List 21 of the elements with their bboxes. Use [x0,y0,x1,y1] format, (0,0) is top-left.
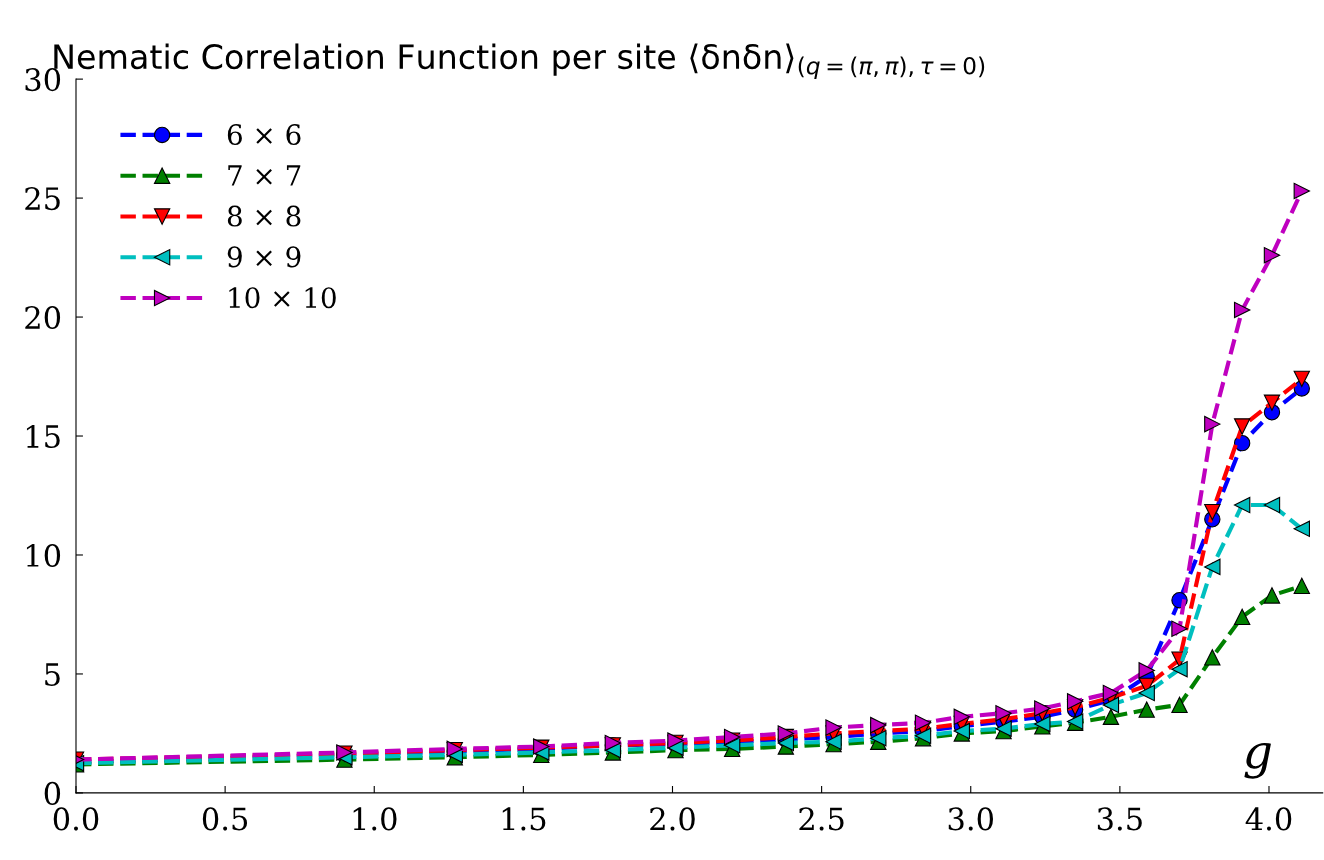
x-axis-title: g [1244,742,1271,779]
y-tick-label: 20 [25,305,61,330]
x-tick-label: 3.5 [1097,807,1142,831]
x-tick-label: 0.0 [53,807,99,831]
legend-label: 9 × 9 [227,246,301,268]
x-tick-label: 2.5 [799,807,844,831]
x-tick-label: 2.0 [650,807,695,831]
x-tick-label: 0.5 [202,807,248,831]
y-tick-label: 0 [44,781,61,805]
x-tick-label: 4.0 [1245,807,1292,831]
x-tick-label: 1.0 [353,807,397,831]
legend-label: 6 × 6 [227,124,301,146]
x-tick-label: 1.5 [502,807,546,831]
legend-label: 7 × 7 [228,165,301,186]
y-tick-label: 10 [26,543,61,568]
x-tick-label: 3.0 [948,807,994,831]
legend-label: 10 × 10 [229,287,336,309]
y-tick-label: 25 [25,187,60,211]
y-tick-label: 5 [45,663,60,686]
y-tick-label: 15 [26,424,60,449]
legend-label: 8 × 8 [227,205,301,227]
